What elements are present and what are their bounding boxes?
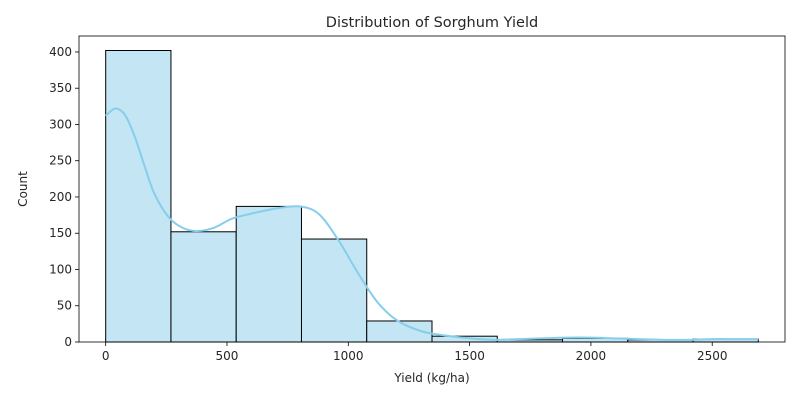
y-tick-label: 100 [49,262,72,276]
histogram-bar [105,50,172,343]
histogram-bar [300,238,368,343]
bars-group [105,50,759,343]
x-tick-label: 1500 [454,349,485,363]
y-axis-label: Count [16,171,30,207]
y-tick-label: 0 [64,335,72,349]
y-tick-label: 300 [49,117,72,131]
x-axis-label: Yield (kg/ha) [393,371,469,385]
x-tick-label: 2500 [697,349,728,363]
x-tick-label: 1000 [333,349,364,363]
y-tick-label: 250 [49,154,72,168]
kde-curve [105,107,759,341]
y-tick-label: 150 [49,226,72,240]
y-tick-label: 350 [49,81,72,95]
x-axis: 0 500 1000 1500 2000 2500 [102,342,728,363]
histogram-bar [235,205,302,343]
plot-frame [78,35,786,343]
y-tick-label: 400 [49,45,72,59]
x-tick-label: 500 [216,349,239,363]
x-tick-label: 0 [102,349,110,363]
y-tick-label: 50 [57,299,72,313]
y-axis: 0 50 100 150 200 250 300 350 400 [49,45,79,349]
y-tick-label: 200 [49,190,72,204]
chart-title: Distribution of Sorghum Yield [326,15,538,31]
x-tick-label: 2000 [576,349,607,363]
histogram-bar [170,231,237,343]
